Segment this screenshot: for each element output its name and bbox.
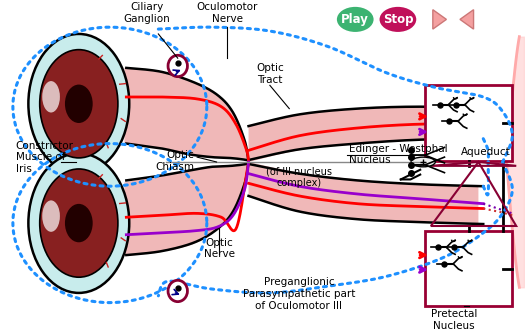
Ellipse shape (378, 6, 417, 33)
Text: Preganglionic
Parasympathetic part
of Oculomotor III: Preganglionic Parasympathetic part of Oc… (243, 278, 355, 311)
Text: Optic
Tract: Optic Tract (256, 63, 284, 85)
Text: Optic
Chiasm: Optic Chiasm (155, 150, 194, 172)
Ellipse shape (336, 6, 375, 33)
Text: Ciliary
Ganglion: Ciliary Ganglion (123, 2, 170, 23)
Text: Constrictor
Muscle of
Iris: Constrictor Muscle of Iris (16, 141, 74, 174)
Ellipse shape (65, 204, 93, 242)
Text: Play: Play (342, 13, 369, 26)
Polygon shape (124, 162, 248, 256)
Polygon shape (460, 10, 473, 29)
Text: Aqueduct: Aqueduct (461, 147, 511, 157)
Text: Optic
Nerve: Optic Nerve (204, 237, 235, 259)
Bar (425, 231, 512, 307)
Bar (425, 86, 512, 161)
Text: (of III nucleus
complex): (of III nucleus complex) (266, 167, 332, 188)
Ellipse shape (168, 280, 187, 302)
Text: Pretectal
Nucleus: Pretectal Nucleus (431, 309, 477, 331)
Ellipse shape (28, 153, 129, 293)
Ellipse shape (40, 50, 118, 158)
Ellipse shape (168, 55, 187, 76)
Ellipse shape (28, 34, 129, 174)
Text: Oculomotor
Nerve: Oculomotor Nerve (196, 2, 258, 23)
Ellipse shape (411, 157, 435, 167)
Ellipse shape (40, 169, 118, 277)
Ellipse shape (42, 81, 60, 113)
Text: Edinger - Westphal
Nucleus: Edinger - Westphal Nucleus (350, 144, 448, 165)
Polygon shape (248, 107, 478, 162)
Polygon shape (248, 162, 478, 223)
Ellipse shape (65, 85, 93, 123)
Polygon shape (124, 68, 248, 162)
Polygon shape (433, 10, 446, 29)
Ellipse shape (42, 200, 60, 232)
Text: Stop: Stop (383, 13, 413, 26)
